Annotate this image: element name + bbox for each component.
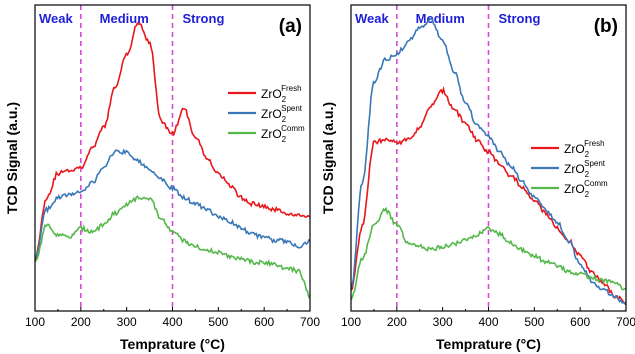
series-line-fresh: [350, 85, 627, 305]
x-tick-label: 300: [117, 315, 137, 329]
x-axis-title: Temprature (°C): [436, 336, 541, 352]
x-tick-label: 400: [478, 315, 498, 329]
series-line-comm: [350, 206, 627, 301]
legend-label-fresh: ZrO2Fresh: [564, 139, 605, 159]
x-axis-title: Temprature (°C): [120, 336, 225, 352]
panel-label: (a): [279, 16, 302, 37]
y-axis-title: TCD Signal (a.u.): [320, 102, 336, 214]
legend-label-comm: ZrO2Comm: [564, 179, 608, 199]
region-label-weak: Weak: [39, 11, 73, 26]
x-tick-label: 700: [616, 315, 635, 329]
x-tick-label: 200: [71, 315, 91, 329]
x-tick-label: 300: [433, 315, 453, 329]
y-axis-title: TCD Signal (a.u.): [4, 102, 20, 214]
panel-label: (b): [594, 16, 618, 37]
x-tick-label: 500: [208, 315, 228, 329]
x-tick-label: 500: [524, 315, 544, 329]
x-tick-label: 200: [387, 315, 407, 329]
legend-label-fresh: ZrO2Fresh: [261, 84, 302, 104]
region-label-weak: Weak: [355, 11, 389, 26]
legend-label-spent: ZrO2Spent: [564, 159, 606, 179]
series-line-comm: [34, 195, 311, 300]
series-line-spent: [34, 148, 311, 259]
x-tick-label: 600: [254, 315, 274, 329]
x-tick-label: 100: [25, 315, 45, 329]
panel-b: Weak Medium Strong 100 200 300 400 500 600 700 Tem…: [320, 4, 635, 352]
x-tick-label: 700: [300, 315, 320, 329]
x-tick-label: 600: [570, 315, 590, 329]
panel-a: Weak Medium Strong 100 200 300 400 500 600 700 Tem…: [4, 4, 320, 352]
legend-label-comm: ZrO2Comm: [261, 124, 305, 144]
series-line-spent: [350, 17, 627, 306]
region-label-medium: Medium: [416, 11, 465, 26]
legend-label-spent: ZrO2Spent: [261, 104, 303, 124]
series-line-fresh: [34, 22, 310, 262]
region-label-medium: Medium: [100, 11, 149, 26]
region-label-strong: Strong: [499, 11, 541, 26]
region-label-strong: Strong: [183, 11, 225, 26]
x-tick-label: 400: [162, 315, 182, 329]
x-tick-label: 100: [341, 315, 361, 329]
